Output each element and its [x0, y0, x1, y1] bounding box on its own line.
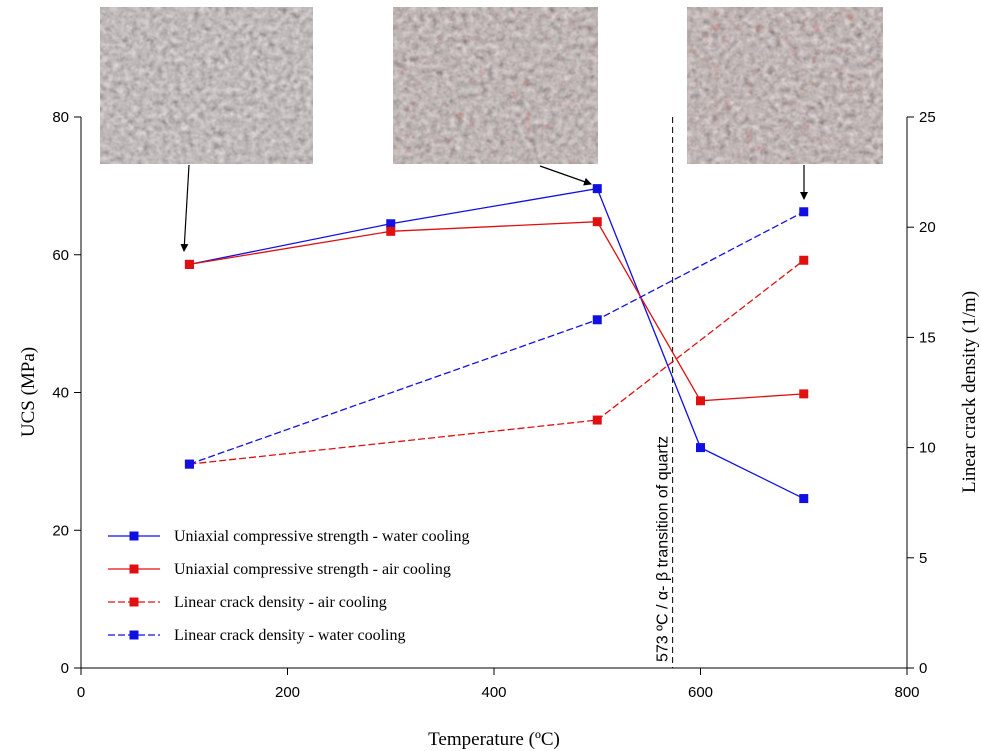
x-axis-title: Temperature (ºC) — [428, 729, 560, 750]
data-point — [696, 396, 705, 406]
y2-tick-label: 15 — [919, 329, 936, 346]
y-tick-label: 40 — [52, 385, 69, 402]
legend-label: Uniaxial compressive strength - air cool… — [174, 561, 451, 578]
legend-marker — [129, 597, 139, 607]
data-point — [592, 217, 602, 227]
y2-ticks: 0 5 10 15 20 25 — [907, 109, 936, 677]
x-ticks: 0 200 400 600 800 — [77, 668, 920, 701]
x-tick-label: 800 — [894, 684, 919, 701]
y2-tick-label: 0 — [919, 660, 927, 677]
legend-marker — [129, 630, 139, 640]
series-line-1 — [189, 221, 804, 402]
data-point — [696, 443, 705, 453]
data-point — [592, 184, 602, 194]
x-tick-label: 600 — [688, 684, 713, 701]
y-axis-title: UCS (MPa) — [18, 347, 39, 437]
y-tick-label: 60 — [52, 247, 69, 264]
transition-label: 573 ºC / α- β transition of quartz — [655, 436, 672, 662]
legend-label: Uniaxial compressive strength - water co… — [174, 528, 469, 545]
data-point — [799, 389, 809, 399]
data-point — [184, 459, 194, 469]
y2-tick-label: 20 — [919, 219, 936, 236]
legend-marker — [129, 531, 139, 541]
legend-label: Linear crack density - air cooling — [174, 594, 387, 611]
data-point — [386, 226, 396, 236]
x-tick-label: 0 — [77, 684, 85, 701]
rock-sample-photo-2 — [393, 7, 598, 164]
series-layer — [184, 184, 809, 504]
legend: Uniaxial compressive strength - water co… — [108, 528, 469, 644]
y-tick-label: 20 — [52, 522, 69, 539]
x-tick-label: 200 — [275, 684, 300, 701]
y-ticks: 0 20 40 60 80 — [52, 109, 81, 677]
legend-label: Linear crack density - water cooling — [174, 627, 405, 644]
x-tick-label: 400 — [481, 684, 506, 701]
data-point — [592, 315, 602, 325]
y2-tick-label: 5 — [919, 550, 927, 567]
data-point — [386, 219, 396, 229]
rock-sample-photo-3 — [687, 7, 883, 164]
data-point — [799, 255, 809, 265]
data-point — [799, 494, 809, 504]
y2-axis-title: Linear crack density (1/m) — [959, 291, 980, 493]
y2-tick-label: 10 — [919, 440, 936, 457]
data-point — [592, 415, 602, 425]
series-line-2 — [189, 259, 805, 465]
legend-marker — [129, 564, 139, 574]
y2-tick-label: 25 — [919, 109, 936, 126]
data-point — [799, 207, 809, 217]
photo-arrow-1 — [180, 164, 190, 252]
axes — [80, 117, 908, 669]
data-point — [184, 259, 194, 269]
rock-sample-photo-1 — [100, 7, 313, 164]
y-tick-label: 80 — [52, 109, 69, 126]
series-line-0 — [189, 187, 805, 500]
y-tick-label: 0 — [61, 660, 69, 677]
photo-arrow-2 — [539, 165, 592, 186]
